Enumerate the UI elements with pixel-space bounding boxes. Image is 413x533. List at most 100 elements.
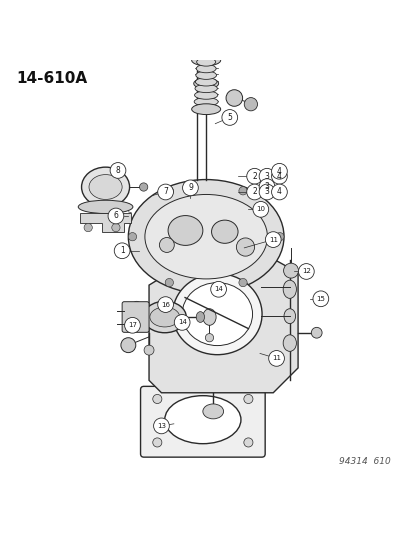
- Ellipse shape: [238, 278, 247, 287]
- Ellipse shape: [236, 238, 254, 256]
- Ellipse shape: [196, 58, 215, 66]
- Circle shape: [157, 184, 173, 200]
- Circle shape: [246, 184, 262, 200]
- FancyBboxPatch shape: [140, 386, 265, 457]
- Text: 10: 10: [256, 206, 265, 212]
- Ellipse shape: [193, 32, 222, 54]
- Ellipse shape: [84, 223, 92, 232]
- Circle shape: [271, 164, 287, 179]
- Ellipse shape: [202, 404, 223, 419]
- Ellipse shape: [165, 278, 173, 287]
- Circle shape: [271, 184, 287, 200]
- Ellipse shape: [282, 335, 296, 351]
- Ellipse shape: [131, 301, 141, 314]
- Ellipse shape: [194, 98, 218, 106]
- Ellipse shape: [243, 438, 252, 447]
- Ellipse shape: [164, 395, 240, 443]
- Ellipse shape: [205, 334, 213, 342]
- Text: 17: 17: [128, 322, 137, 328]
- Text: 5: 5: [227, 113, 232, 122]
- Ellipse shape: [196, 64, 216, 72]
- Text: 3: 3: [264, 188, 269, 197]
- Ellipse shape: [191, 55, 220, 66]
- Ellipse shape: [143, 301, 186, 333]
- Circle shape: [174, 314, 190, 330]
- Text: 4: 4: [276, 188, 281, 197]
- Text: 11: 11: [268, 237, 277, 243]
- Circle shape: [265, 232, 280, 247]
- Ellipse shape: [238, 187, 247, 195]
- Text: 14-610A: 14-610A: [17, 71, 88, 86]
- Ellipse shape: [243, 394, 252, 403]
- Circle shape: [268, 351, 284, 366]
- Ellipse shape: [195, 84, 217, 93]
- Ellipse shape: [168, 215, 202, 245]
- Text: 13: 13: [157, 423, 166, 429]
- Circle shape: [182, 180, 198, 196]
- Text: 3: 3: [264, 182, 269, 191]
- Ellipse shape: [81, 167, 129, 207]
- Polygon shape: [80, 213, 131, 232]
- Circle shape: [110, 163, 126, 179]
- Ellipse shape: [193, 78, 218, 89]
- Circle shape: [108, 208, 123, 224]
- Ellipse shape: [202, 309, 216, 325]
- Circle shape: [259, 179, 274, 195]
- Ellipse shape: [145, 195, 267, 279]
- Text: 2: 2: [252, 188, 256, 197]
- Circle shape: [259, 168, 274, 184]
- Circle shape: [298, 264, 313, 279]
- Ellipse shape: [275, 232, 283, 241]
- Ellipse shape: [165, 187, 173, 195]
- Ellipse shape: [78, 200, 133, 214]
- Ellipse shape: [112, 223, 120, 232]
- Circle shape: [157, 297, 173, 312]
- Ellipse shape: [191, 104, 220, 115]
- Text: 6: 6: [113, 212, 118, 221]
- Ellipse shape: [128, 180, 283, 294]
- Ellipse shape: [152, 438, 161, 447]
- Ellipse shape: [89, 175, 122, 199]
- Ellipse shape: [282, 280, 296, 298]
- Ellipse shape: [172, 273, 261, 354]
- Ellipse shape: [196, 312, 204, 322]
- Text: 7: 7: [163, 188, 168, 197]
- Ellipse shape: [182, 282, 252, 345]
- Circle shape: [114, 243, 130, 259]
- Text: 2: 2: [252, 172, 256, 181]
- FancyBboxPatch shape: [122, 302, 149, 333]
- Ellipse shape: [197, 51, 215, 60]
- Ellipse shape: [139, 183, 147, 191]
- Ellipse shape: [194, 91, 217, 99]
- Text: 3: 3: [264, 172, 269, 181]
- Ellipse shape: [186, 26, 229, 60]
- Ellipse shape: [225, 90, 242, 106]
- Ellipse shape: [144, 345, 154, 355]
- FancyBboxPatch shape: [242, 6, 262, 22]
- Polygon shape: [149, 252, 297, 393]
- Text: 4: 4: [276, 172, 281, 181]
- Ellipse shape: [121, 338, 135, 353]
- Ellipse shape: [128, 232, 136, 241]
- Text: 11: 11: [271, 356, 280, 361]
- Circle shape: [259, 184, 274, 200]
- Text: 14: 14: [214, 286, 223, 292]
- Text: 14: 14: [177, 319, 186, 325]
- Ellipse shape: [159, 238, 174, 253]
- Ellipse shape: [244, 98, 257, 111]
- Ellipse shape: [152, 394, 161, 403]
- Ellipse shape: [211, 220, 237, 244]
- Text: 16: 16: [161, 302, 170, 308]
- Ellipse shape: [193, 104, 218, 112]
- Circle shape: [221, 110, 237, 125]
- Circle shape: [312, 291, 328, 306]
- Ellipse shape: [150, 307, 179, 327]
- Text: 4: 4: [276, 167, 281, 176]
- Text: 94314  610: 94314 610: [339, 457, 390, 466]
- Text: 12: 12: [301, 269, 310, 274]
- Ellipse shape: [195, 78, 216, 86]
- Circle shape: [153, 418, 169, 434]
- Ellipse shape: [311, 327, 321, 338]
- Circle shape: [124, 318, 140, 333]
- Ellipse shape: [283, 263, 298, 278]
